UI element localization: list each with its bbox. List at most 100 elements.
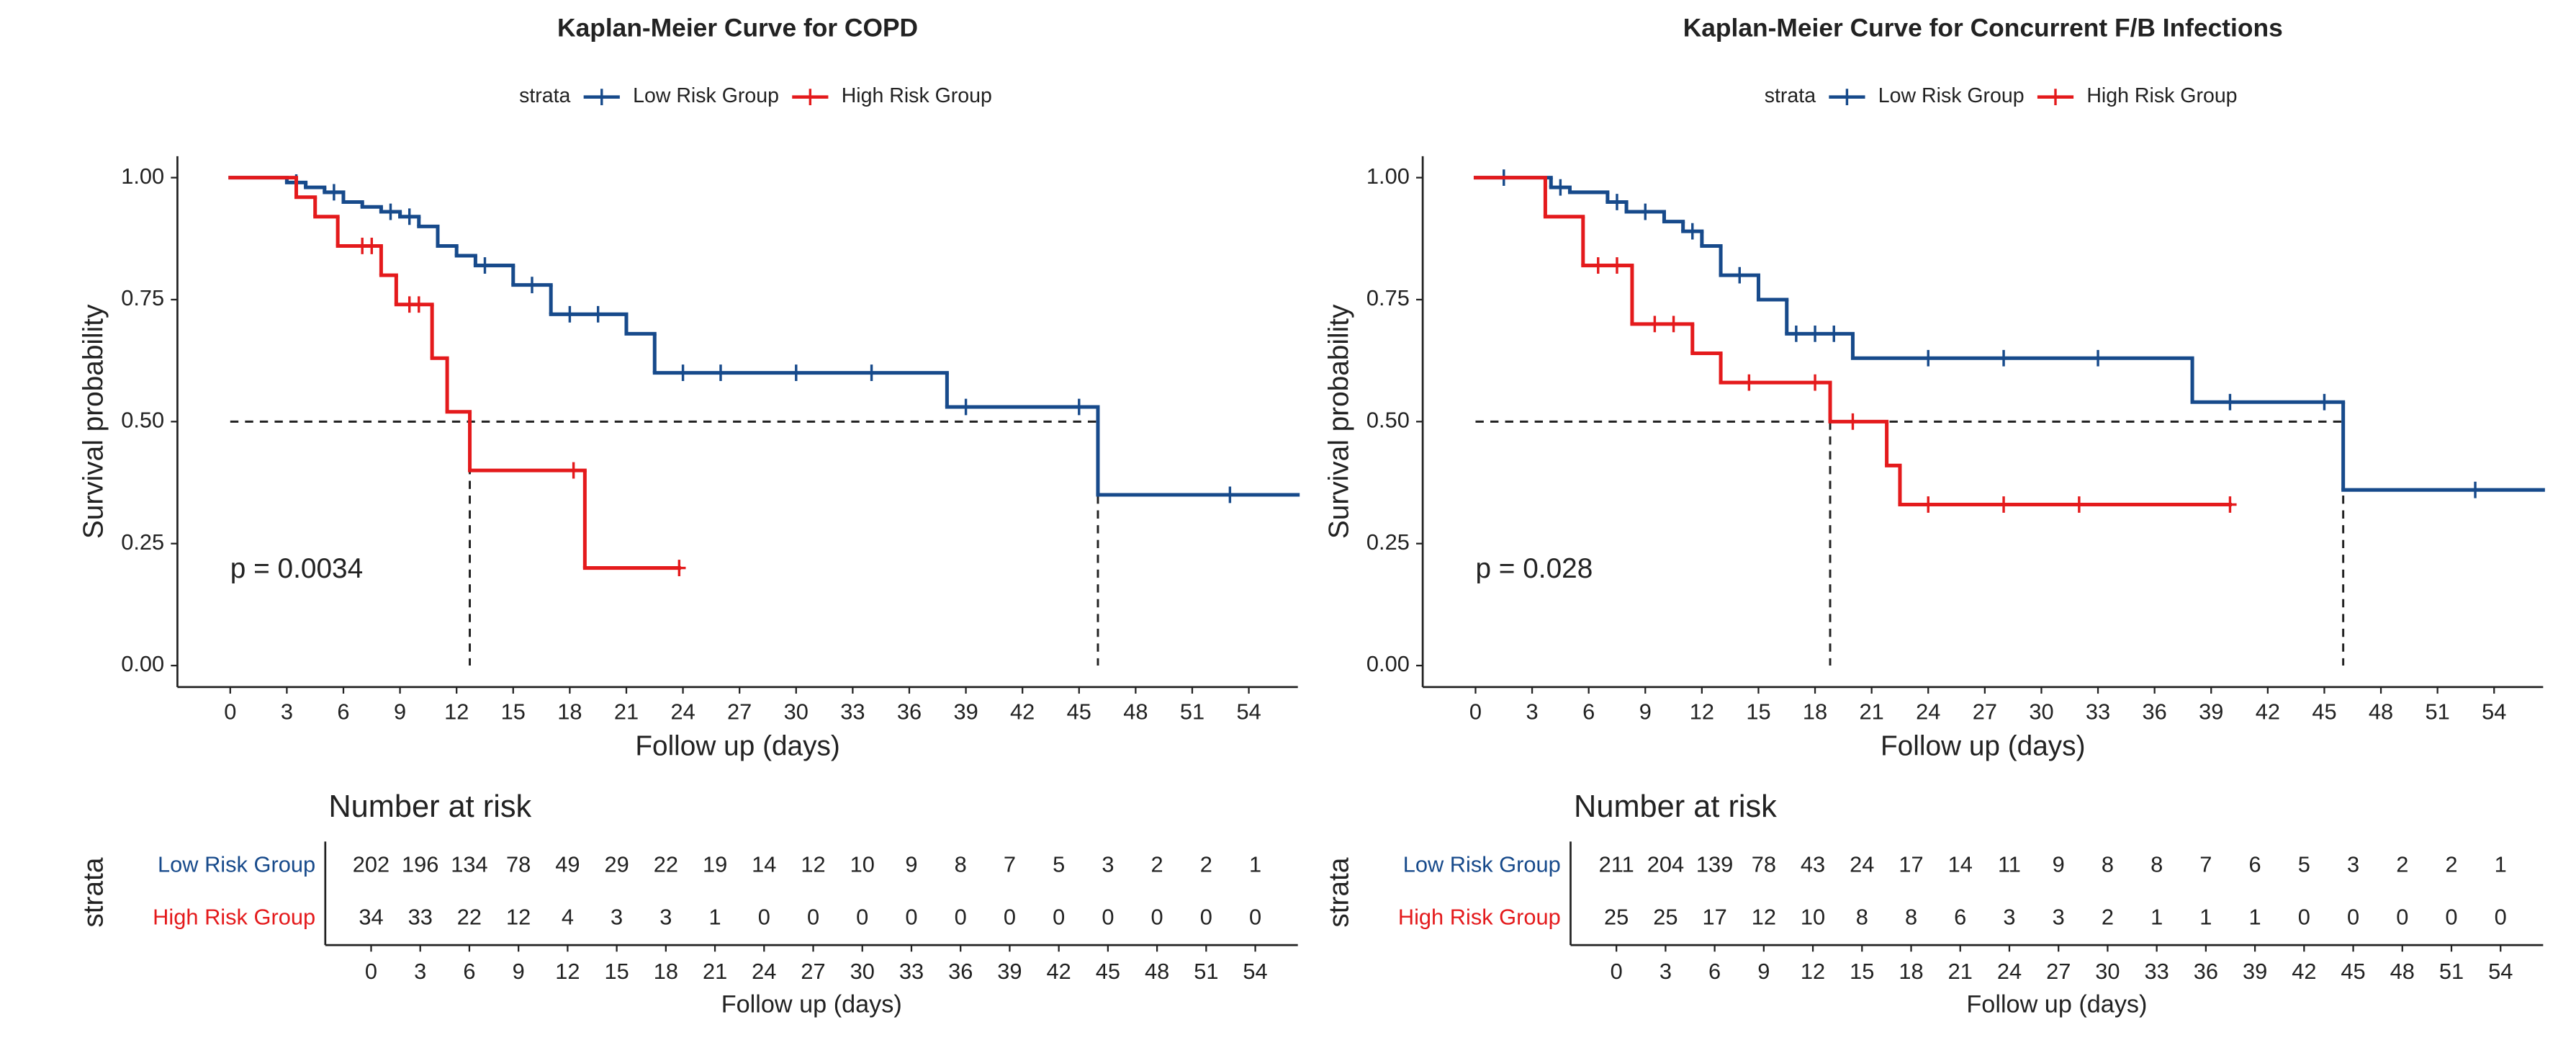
censor-mark xyxy=(478,257,492,274)
risk-count: 2 xyxy=(1151,852,1163,877)
risk-count: 1 xyxy=(2249,905,2261,930)
risk-x-label: Follow up (days) xyxy=(1966,991,2147,1018)
risk-count: 139 xyxy=(1696,852,1733,877)
risk-x-tick-label: 30 xyxy=(850,959,875,984)
x-tick-label: 9 xyxy=(394,699,406,725)
censor-mark xyxy=(789,364,803,382)
risk-count: 0 xyxy=(807,905,819,930)
censor-mark xyxy=(865,364,878,382)
legend-label: Low Risk Group xyxy=(1878,84,2025,107)
censor-mark xyxy=(1072,398,1086,416)
risk-count: 0 xyxy=(1249,905,1261,930)
censor-mark xyxy=(1922,349,1935,367)
y-tick-label: 0.50 xyxy=(121,407,164,432)
risk-count: 29 xyxy=(604,852,629,877)
x-tick-label: 54 xyxy=(1236,699,1261,725)
risk-count: 204 xyxy=(1647,852,1684,877)
risk-count: 3 xyxy=(2003,905,2015,930)
risk-x-tick-label: 6 xyxy=(1708,959,1721,984)
x-axis-label: Follow up (days) xyxy=(635,731,840,762)
risk-count: 134 xyxy=(451,852,487,877)
risk-x-tick-label: 21 xyxy=(1948,959,1973,984)
x-tick-label: 33 xyxy=(840,699,865,725)
legend-title: strata xyxy=(1765,84,1816,107)
risk-count: 8 xyxy=(2102,852,2114,877)
risk-count: 0 xyxy=(2495,905,2507,930)
x-tick-label: 30 xyxy=(2029,699,2053,725)
censor-mark xyxy=(1223,486,1237,503)
risk-count: 3 xyxy=(2053,905,2065,930)
censor-mark xyxy=(2072,496,2086,513)
censor-mark xyxy=(1667,315,1680,333)
risk-count: 25 xyxy=(1604,905,1629,930)
censor-mark xyxy=(1808,325,1822,342)
risk-count: 0 xyxy=(2445,905,2457,930)
risk-count: 10 xyxy=(850,852,875,877)
risk-count: 0 xyxy=(1102,905,1114,930)
y-tick-label: 0.75 xyxy=(121,285,164,310)
risk-x-tick-label: 15 xyxy=(1850,959,1874,984)
risk-x-tick-label: 6 xyxy=(463,959,475,984)
risk-count: 43 xyxy=(1801,852,1825,877)
risk-x-tick-label: 15 xyxy=(604,959,629,984)
x-tick-label: 15 xyxy=(501,699,526,725)
risk-count: 14 xyxy=(752,852,776,877)
censor-mark xyxy=(402,208,416,225)
risk-count: 14 xyxy=(1948,852,1973,877)
x-tick-label: 24 xyxy=(670,699,695,725)
p-value: p = 0.0034 xyxy=(230,553,363,584)
risk-y-label: strata xyxy=(78,857,109,927)
risk-table-title: Number at risk xyxy=(328,789,531,824)
x-tick-label: 36 xyxy=(2143,699,2167,725)
risk-count: 9 xyxy=(905,852,917,877)
risk-row-label: High Risk Group xyxy=(1398,905,1561,930)
risk-count: 3 xyxy=(1102,852,1114,877)
censor-mark xyxy=(591,305,605,323)
risk-x-tick-label: 18 xyxy=(654,959,678,984)
censor-mark xyxy=(327,184,341,201)
risk-count: 3 xyxy=(611,905,623,930)
x-tick-label: 6 xyxy=(337,699,349,725)
risk-count: 22 xyxy=(457,905,482,930)
risk-x-tick-label: 24 xyxy=(1997,959,2022,984)
x-tick-label: 9 xyxy=(1639,699,1652,725)
censor-mark xyxy=(525,277,539,294)
y-axis-label: Survival probability xyxy=(78,304,109,539)
risk-count: 22 xyxy=(654,852,678,877)
risk-count: 49 xyxy=(555,852,580,877)
risk-count: 78 xyxy=(1752,852,1776,877)
censor-mark xyxy=(1648,315,1662,333)
risk-table-title: Number at risk xyxy=(1574,789,1777,824)
x-tick-label: 51 xyxy=(1180,699,1204,725)
risk-count: 0 xyxy=(2347,905,2359,930)
risk-x-label: Follow up (days) xyxy=(721,991,902,1018)
risk-count: 1 xyxy=(1249,852,1261,877)
y-tick-label: 0.50 xyxy=(1366,407,1410,432)
y-tick-label: 0.00 xyxy=(1366,651,1410,676)
x-tick-label: 24 xyxy=(1916,699,1940,725)
x-tick-label: 33 xyxy=(2086,699,2110,725)
risk-x-tick-label: 0 xyxy=(365,959,377,984)
risk-count: 11 xyxy=(1998,852,2021,877)
legend-label: Low Risk Group xyxy=(633,84,779,107)
risk-x-tick-label: 12 xyxy=(555,959,580,984)
risk-count: 7 xyxy=(1004,852,1016,877)
risk-x-tick-label: 33 xyxy=(2145,959,2169,984)
x-tick-label: 0 xyxy=(1469,699,1482,725)
risk-count: 12 xyxy=(801,852,825,877)
risk-count: 7 xyxy=(2199,852,2212,877)
risk-x-tick-label: 12 xyxy=(1801,959,1825,984)
risk-x-tick-label: 3 xyxy=(414,959,426,984)
censor-mark xyxy=(1610,194,1624,210)
risk-x-tick-label: 51 xyxy=(2439,959,2464,984)
risk-count: 1 xyxy=(2151,905,2163,930)
risk-x-tick-label: 36 xyxy=(948,959,973,984)
censor-mark xyxy=(1610,257,1624,274)
x-tick-label: 36 xyxy=(897,699,922,725)
risk-x-tick-label: 54 xyxy=(2488,959,2513,984)
censor-mark xyxy=(1733,267,1747,284)
risk-row-label: High Risk Group xyxy=(153,905,315,930)
risk-x-tick-label: 45 xyxy=(2341,959,2365,984)
risk-count: 0 xyxy=(2298,905,2310,930)
y-tick-label: 1.00 xyxy=(121,164,164,189)
